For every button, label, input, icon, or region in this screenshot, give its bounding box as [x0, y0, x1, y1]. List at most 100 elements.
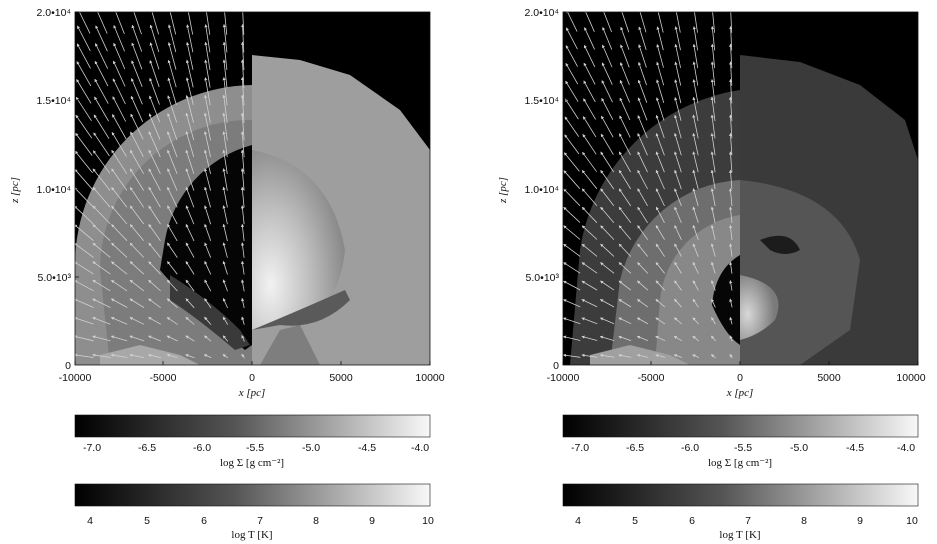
velocity-arrow — [692, 261, 699, 274]
velocity-arrow — [655, 97, 665, 121]
velocity-arrow — [674, 298, 682, 308]
velocity-arrow — [655, 114, 665, 139]
velocity-arrow — [712, 12, 715, 33]
velocity-arrow — [110, 279, 128, 292]
velocity-arrow — [710, 132, 716, 156]
velocity-arrow — [241, 335, 245, 342]
velocity-arrow — [129, 149, 144, 174]
velocity-arrow — [565, 27, 578, 50]
velocity-arrow — [692, 298, 699, 308]
velocity-arrow — [129, 186, 145, 208]
velocity-arrow — [148, 186, 161, 208]
velocity-arrow — [710, 243, 716, 257]
velocity-arrow — [710, 25, 716, 51]
velocity-arrow — [692, 335, 699, 342]
velocity-arrow — [113, 25, 125, 52]
velocity-arrow — [242, 12, 245, 35]
velocity-arrow — [203, 354, 212, 359]
left-panel: -10000 -5000 0 5000 10000 x [pc] 0 5.0•1… — [9, 7, 445, 541]
left-y-tick-5: 2.0•10⁴ — [37, 7, 71, 19]
velocity-arrow — [240, 131, 245, 158]
velocity-arrow — [241, 279, 245, 292]
velocity-arrow — [711, 317, 716, 325]
velocity-arrow — [581, 353, 598, 358]
velocity-arrow — [655, 133, 665, 156]
velocity-arrow — [692, 169, 699, 190]
velocity-arrow — [618, 243, 632, 257]
velocity-arrow — [186, 41, 194, 70]
velocity-arrow — [619, 79, 631, 103]
velocity-arrow — [620, 44, 630, 68]
velocity-arrow — [222, 223, 228, 242]
velocity-arrow — [167, 95, 178, 123]
velocity-arrow — [581, 169, 598, 190]
velocity-arrow — [674, 26, 681, 51]
velocity-arrow — [583, 62, 596, 85]
velocity-arrow — [185, 223, 195, 242]
velocity-arrow — [222, 59, 228, 88]
velocity-arrow — [92, 242, 111, 258]
velocity-arrow — [204, 316, 212, 325]
velocity-arrow — [710, 224, 716, 240]
left-temperature-tick: 8 — [313, 515, 319, 527]
velocity-arrow — [167, 149, 178, 175]
velocity-arrow — [129, 298, 145, 308]
velocity-arrow — [75, 96, 92, 122]
velocity-arrow — [204, 186, 211, 208]
velocity-arrow — [222, 112, 228, 141]
velocity-arrow — [674, 206, 682, 224]
velocity-arrow — [729, 243, 733, 257]
velocity-arrow — [673, 335, 683, 342]
velocity-arrow — [710, 43, 716, 69]
velocity-arrow — [710, 114, 716, 139]
velocity-arrow — [167, 77, 177, 105]
velocity-arrow — [240, 205, 245, 225]
velocity-arrow — [111, 224, 128, 241]
velocity-arrow — [692, 96, 699, 121]
velocity-arrow — [148, 149, 161, 174]
velocity-arrow — [638, 61, 647, 86]
velocity-arrow — [619, 115, 631, 138]
velocity-arrow — [204, 94, 211, 123]
velocity-arrow — [563, 206, 581, 223]
velocity-arrow — [148, 131, 161, 158]
velocity-arrow — [638, 12, 647, 33]
right-temperature-tick: 10 — [906, 515, 918, 527]
velocity-arrow — [167, 205, 178, 225]
velocity-arrow — [656, 43, 664, 68]
velocity-arrow — [656, 79, 665, 104]
velocity-arrow — [92, 186, 111, 208]
velocity-arrow — [600, 151, 615, 173]
velocity-arrow — [674, 96, 682, 121]
right-panel: -10000 -5000 0 5000 10000 x [pc] 0 5.0•1… — [497, 7, 926, 541]
velocity-arrow — [600, 169, 615, 190]
velocity-arrow — [148, 335, 161, 342]
left-x-tick-2: -5000 — [150, 372, 177, 384]
velocity-arrow — [584, 12, 595, 32]
velocity-arrow — [92, 317, 111, 325]
right-x-tick-3: 0 — [737, 372, 743, 384]
velocity-arrow — [637, 133, 648, 156]
velocity-arrow — [655, 298, 666, 308]
velocity-arrow — [582, 116, 597, 138]
velocity-arrow — [655, 225, 665, 240]
left-y-tick-3: 1.0•10⁴ — [37, 184, 71, 196]
velocity-arrow — [618, 206, 632, 224]
velocity-arrow — [241, 297, 245, 309]
velocity-arrow — [729, 224, 733, 240]
velocity-arrow — [166, 279, 178, 292]
velocity-arrow — [94, 78, 109, 104]
velocity-arrow — [674, 225, 682, 240]
velocity-arrow — [129, 261, 145, 275]
velocity-arrow — [206, 12, 211, 35]
velocity-arrow — [185, 94, 194, 123]
velocity-arrow — [185, 168, 195, 191]
velocity-arrow — [600, 225, 615, 240]
velocity-arrow — [129, 205, 145, 225]
velocity-arrow — [600, 280, 615, 291]
velocity-arrow — [563, 280, 581, 291]
velocity-arrow — [655, 188, 665, 207]
left-temperature-tick: 7 — [257, 515, 263, 527]
velocity-arrow — [148, 242, 161, 258]
